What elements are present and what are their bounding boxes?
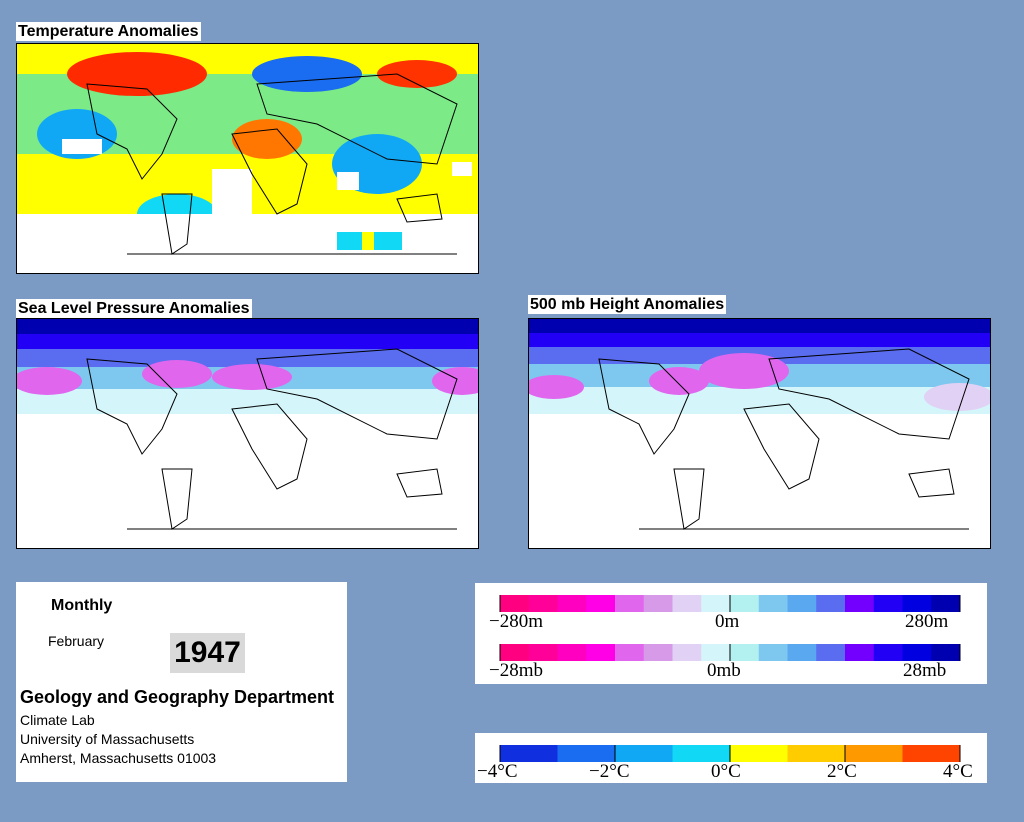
pressure-scale-swatch (643, 644, 673, 661)
temperature-scale-swatch (730, 745, 788, 762)
height-scale-swatch (845, 595, 875, 612)
pressure-scale-swatch (701, 644, 731, 661)
height-scale-swatch (701, 595, 731, 612)
year-value: 1947 (170, 633, 245, 673)
height-scale-swatch (643, 595, 673, 612)
temperature-scale-swatch (787, 745, 846, 762)
lab-name: Climate Lab (20, 712, 95, 728)
pressure-label-max: 28mb (903, 660, 947, 681)
pressure-scale-swatch (873, 644, 903, 661)
pressure-scale-swatch (557, 644, 587, 661)
height-scale-swatch (787, 595, 817, 612)
period-label: Monthly (51, 597, 113, 614)
temperature-label-plus4: 4°C (943, 761, 973, 782)
pressure-label-min: −28mb (489, 660, 543, 681)
temperature-map-title: Temperature Anomalies (16, 22, 201, 41)
temperature-scale-swatch (557, 745, 616, 762)
temperature-legend: −4°C −2°C 0°C 2°C 4°C (475, 733, 987, 783)
temperature-scale-swatch (672, 745, 731, 762)
height-scale-swatch (931, 595, 961, 612)
pressure-scale-swatch (902, 644, 932, 661)
temperature-anomaly-map (16, 43, 479, 274)
height-map-title: 500 mb Height Anomalies (528, 295, 727, 314)
500mb-height-anomaly-map (528, 318, 991, 549)
temperature-color-scale (499, 745, 961, 762)
address: Amherst, Massachusetts 01003 (20, 750, 217, 766)
height-scale-swatch (672, 595, 702, 612)
pressure-scale-swatch (758, 644, 788, 661)
height-scale-swatch (586, 595, 616, 612)
sea-level-pressure-anomaly-map (16, 318, 479, 549)
temperature-label-minus2: −2°C (589, 761, 630, 782)
height-scale-swatch (528, 595, 558, 612)
info-panel: Monthly February 1947 Geology and Geogra… (16, 582, 347, 782)
temperature-label-plus2: 2°C (827, 761, 857, 782)
height-scale-swatch (500, 595, 530, 612)
pressure-scale-swatch (931, 644, 961, 661)
pressure-scale-swatch (845, 644, 875, 661)
department-name: Geology and Geography Department (20, 687, 335, 707)
height-scale-swatch (902, 595, 932, 612)
temperature-scale-swatch (902, 745, 961, 762)
pressure-scale-swatch (586, 644, 616, 661)
temperature-label-minus4: −4°C (477, 761, 518, 782)
height-label-min: −280m (489, 611, 543, 632)
university-name: University of Massachusetts (20, 731, 195, 747)
height-scale-swatch (615, 595, 645, 612)
temperature-scale-swatch (500, 745, 558, 762)
pressure-scale-swatch (787, 644, 817, 661)
pressure-map-title: Sea Level Pressure Anomalies (16, 299, 252, 318)
month-label: February (48, 633, 105, 649)
height-label-max: 280m (905, 611, 949, 632)
height-scale-swatch (758, 595, 788, 612)
pressure-scale-swatch (730, 644, 760, 661)
pressure-scale-swatch (500, 644, 530, 661)
height-label-zero: 0m (715, 611, 740, 632)
pressure-color-scale (499, 644, 961, 661)
temperature-scale-swatch (615, 745, 673, 762)
height-scale-swatch (730, 595, 760, 612)
pressure-label-zero: 0mb (707, 660, 741, 681)
height-scale-swatch (816, 595, 846, 612)
height-scale-swatch (873, 595, 903, 612)
pressure-scale-swatch (528, 644, 558, 661)
pressure-scale-swatch (672, 644, 702, 661)
temperature-scale-swatch (845, 745, 903, 762)
pressure-scale-swatch (615, 644, 645, 661)
height-pressure-legend: −280m 0m 280m −28mb 0mb 28mb (475, 583, 987, 684)
height-scale-swatch (557, 595, 587, 612)
height-color-scale (499, 595, 961, 612)
temperature-label-zero: 0°C (711, 761, 741, 782)
pressure-scale-swatch (816, 644, 846, 661)
